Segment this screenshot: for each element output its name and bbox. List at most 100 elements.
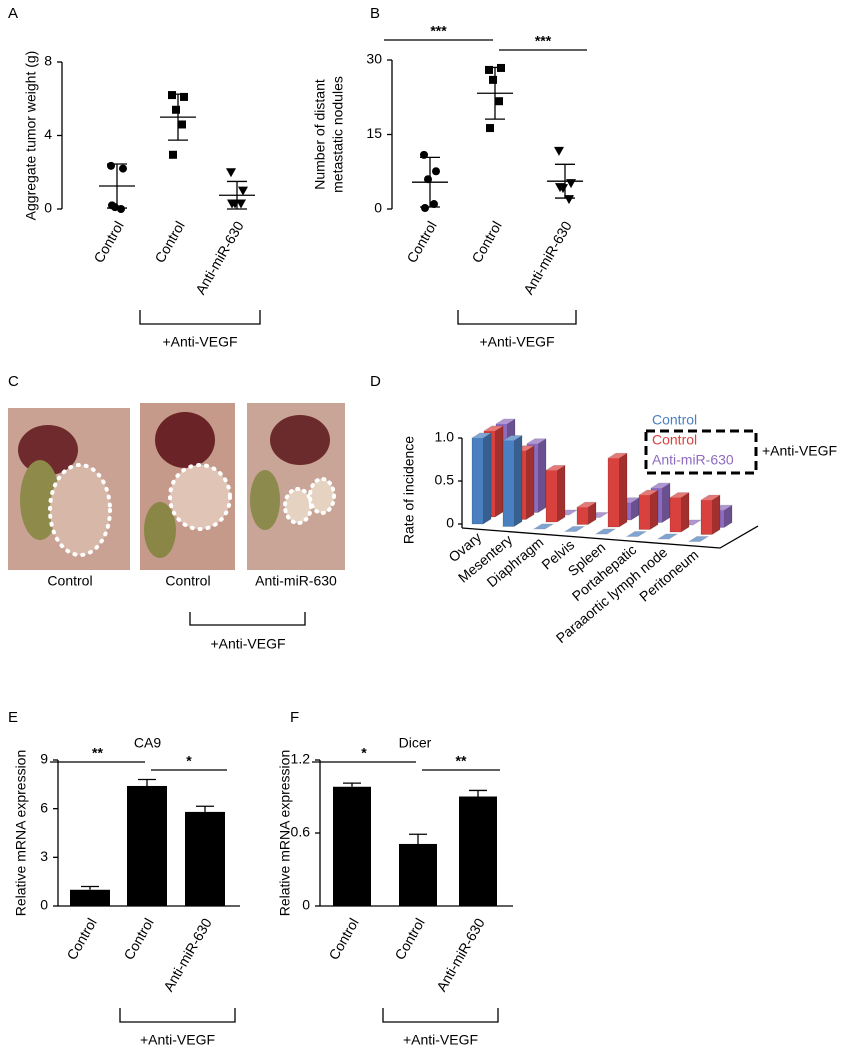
x-tick-label: Control	[120, 915, 156, 962]
y-tick-label: 9	[40, 751, 48, 767]
error-bar	[196, 805, 214, 812]
bar-top	[627, 531, 646, 537]
bar	[594, 528, 617, 535]
point	[485, 65, 493, 74]
bar-top	[639, 490, 658, 496]
bar	[563, 526, 586, 532]
y-tick-label: 1.0	[435, 429, 455, 445]
point	[238, 186, 248, 196]
group-label: +Anti-VEGF	[762, 443, 837, 459]
bar-top	[658, 534, 677, 539]
photo-detail	[270, 415, 330, 465]
bar	[669, 492, 690, 533]
significance-label: ***	[535, 33, 552, 49]
bar	[607, 452, 628, 528]
photo-detail	[18, 425, 78, 475]
bar	[70, 889, 110, 906]
x-tick-label: Control	[391, 915, 427, 962]
significance-label: ***	[430, 23, 447, 39]
bar-side	[514, 435, 522, 527]
bar	[545, 464, 566, 523]
bar-top	[701, 495, 720, 501]
point	[117, 205, 125, 213]
panel-label: A	[8, 5, 18, 22]
chart-title: CA9	[134, 735, 161, 751]
bar-top	[689, 536, 708, 542]
point	[495, 97, 503, 106]
point	[564, 195, 574, 205]
point	[421, 204, 429, 213]
bar	[459, 796, 497, 906]
bar-side	[557, 465, 565, 522]
group-bracket	[119, 1008, 236, 1023]
point	[226, 168, 236, 178]
error-bar	[485, 66, 505, 120]
error-bar	[138, 778, 156, 786]
bar-top	[546, 465, 565, 471]
photo-outline	[48, 463, 112, 557]
x-tick-label: Control	[403, 218, 439, 265]
y-tick-label: 0.5	[435, 472, 455, 488]
floor	[461, 525, 759, 549]
bar-side	[619, 453, 627, 527]
x-tick-label: Control	[468, 218, 504, 265]
error-bar	[81, 885, 99, 890]
bar	[502, 435, 523, 527]
photo-detail	[250, 470, 280, 530]
bar	[687, 536, 710, 542]
y-tick-label: 15	[366, 125, 382, 141]
legend-label: Control	[652, 432, 697, 448]
bar	[532, 523, 555, 530]
x-tick-label: Anti-miR-630	[433, 915, 488, 994]
photo-detail	[144, 502, 176, 558]
legend-label: Anti-miR-630	[652, 452, 734, 468]
photo-detail	[20, 460, 60, 540]
bar-side	[526, 445, 534, 520]
chart-title: Dicer	[399, 735, 432, 751]
y-axis-label: metastatic nodules	[330, 76, 346, 193]
y-tick-label: 4	[44, 126, 52, 142]
significance-label: **	[92, 745, 103, 761]
point	[227, 199, 237, 209]
x-tick-label: Control	[63, 915, 99, 962]
bar	[576, 501, 597, 525]
y-tick-label: 0	[44, 200, 52, 216]
panel-label: D	[370, 373, 381, 390]
point	[168, 91, 176, 100]
point	[566, 179, 576, 189]
y-axis-label: Rate of incidence	[401, 436, 417, 544]
point	[107, 161, 115, 170]
photo-detail	[155, 412, 215, 468]
x-tick-label: Anti-miR-630	[520, 218, 575, 297]
photo-outline	[308, 477, 336, 515]
bar-side	[681, 492, 689, 532]
bar-side	[631, 497, 639, 520]
bar-top	[596, 529, 615, 534]
significance-label: *	[361, 745, 367, 761]
error-bar	[409, 833, 427, 844]
point	[554, 146, 564, 156]
y-tick-label: 0	[40, 897, 48, 913]
y-axis-label: Aggregate tumor weight (g)	[23, 51, 39, 221]
photos	[8, 403, 345, 570]
bar-side	[724, 505, 732, 528]
y-tick-label: 0	[302, 897, 310, 913]
caption: Control	[165, 573, 210, 589]
x-tick-label: Control	[151, 218, 187, 265]
point	[430, 200, 438, 209]
error-bar	[555, 163, 575, 199]
point	[180, 92, 188, 101]
bar-side	[650, 490, 658, 530]
x-tick-label: Anti-miR-630	[160, 915, 215, 994]
error-bar	[107, 163, 127, 209]
bar-side	[495, 426, 503, 517]
point	[236, 199, 246, 209]
bar-top	[565, 526, 584, 532]
y-tick-label: 3	[40, 848, 48, 864]
y-axis-label: Relative mRNA expression	[13, 750, 29, 917]
bar-top	[608, 453, 627, 459]
panel-label: B	[370, 5, 380, 22]
point	[486, 124, 494, 133]
